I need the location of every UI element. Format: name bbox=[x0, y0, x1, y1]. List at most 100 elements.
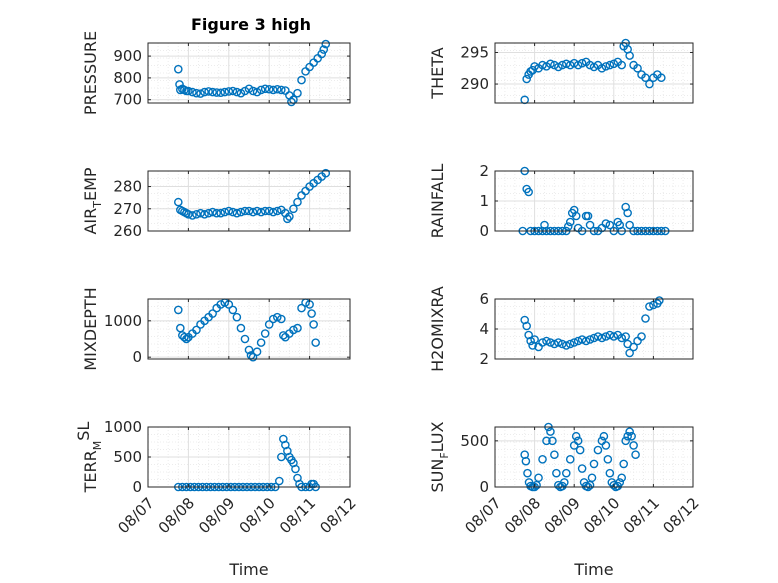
x-tick-label: 08/08 bbox=[501, 494, 544, 537]
data-point bbox=[565, 60, 575, 70]
data-point bbox=[521, 456, 531, 466]
data-point bbox=[232, 312, 242, 322]
data-point bbox=[623, 431, 632, 441]
figure-title: Figure 3 high bbox=[191, 15, 311, 34]
data-point bbox=[546, 338, 555, 347]
data-point bbox=[260, 329, 270, 338]
data-point bbox=[526, 336, 535, 346]
data-point bbox=[542, 436, 551, 446]
y-tick-label: 260 bbox=[113, 222, 142, 240]
x-tick-label: 08/09 bbox=[541, 494, 584, 537]
x-tick-label: 08/12 bbox=[659, 494, 702, 537]
data-point bbox=[277, 314, 286, 324]
data-point bbox=[577, 335, 587, 344]
data-point bbox=[232, 87, 242, 97]
data-point bbox=[244, 206, 254, 216]
x-tick-label: 08/07 bbox=[114, 494, 157, 537]
y-tick-label: 0 bbox=[132, 478, 142, 496]
y-tick-label: 0 bbox=[479, 222, 489, 240]
y-tick-label: 1000 bbox=[104, 418, 142, 436]
y-axis-label: H2OMIXRA bbox=[428, 286, 447, 372]
data-point bbox=[293, 88, 302, 98]
data-point bbox=[173, 197, 183, 207]
data-point bbox=[252, 206, 262, 216]
y-axis-label: SUNFLUX bbox=[428, 421, 451, 492]
data-point bbox=[287, 97, 296, 107]
y-tick-label: 1000 bbox=[104, 312, 142, 330]
data-point bbox=[252, 347, 262, 357]
data-point bbox=[240, 206, 250, 216]
data-point bbox=[627, 431, 636, 441]
data-point bbox=[565, 217, 575, 227]
data-point bbox=[184, 210, 193, 219]
data-point bbox=[550, 450, 559, 459]
x-tick-label: 08/10 bbox=[580, 494, 623, 537]
data-point bbox=[601, 62, 611, 71]
data-point bbox=[236, 207, 246, 217]
data-point bbox=[589, 333, 599, 343]
data-point bbox=[563, 222, 573, 231]
data-point bbox=[625, 427, 634, 436]
data-point bbox=[224, 87, 234, 96]
data-point bbox=[256, 207, 266, 217]
data-point bbox=[268, 85, 278, 95]
data-point bbox=[623, 208, 632, 218]
data-point bbox=[311, 338, 320, 347]
data-point bbox=[615, 478, 625, 487]
data-point bbox=[184, 86, 193, 96]
panel-air-temp: 260 270 280 AIRTEMP bbox=[81, 167, 351, 240]
data-point bbox=[554, 62, 563, 72]
data-point bbox=[248, 352, 258, 362]
data-point bbox=[645, 302, 654, 311]
data-point bbox=[289, 325, 298, 335]
data-point bbox=[633, 63, 642, 73]
data-point bbox=[565, 455, 575, 464]
x-tick-label: 08/09 bbox=[195, 494, 238, 537]
data-point bbox=[585, 220, 595, 230]
y-tick-label: 270 bbox=[113, 200, 142, 218]
data-point bbox=[196, 208, 205, 218]
data-point bbox=[583, 211, 593, 221]
panel-theta: 290 295 THETA bbox=[428, 38, 694, 105]
y-tick-label: 0 bbox=[132, 348, 142, 366]
data-point bbox=[192, 88, 201, 98]
data-point bbox=[550, 339, 559, 349]
data-point bbox=[192, 210, 201, 219]
data-point bbox=[534, 473, 543, 483]
data-point bbox=[538, 338, 547, 347]
data-point bbox=[228, 207, 238, 217]
data-point bbox=[609, 332, 619, 341]
data-point bbox=[173, 305, 183, 315]
axes-box bbox=[494, 42, 694, 104]
data-point bbox=[593, 445, 603, 455]
data-point bbox=[621, 436, 630, 446]
panel-rainfall: 0 1 2 RAINFALL bbox=[428, 162, 694, 240]
data-point bbox=[593, 332, 603, 341]
data-point bbox=[589, 62, 599, 72]
data-point bbox=[248, 86, 258, 96]
panel-h2omixra: 2 4 6 H2OMIXRA bbox=[428, 286, 694, 372]
data-point bbox=[523, 468, 532, 478]
axes-box bbox=[147, 170, 351, 232]
data-point bbox=[605, 468, 615, 478]
data-point bbox=[548, 436, 557, 446]
data-point bbox=[277, 85, 286, 95]
data-point bbox=[550, 60, 559, 70]
data-point bbox=[228, 305, 238, 315]
data-point bbox=[317, 49, 327, 59]
data-point bbox=[575, 445, 585, 455]
data-point bbox=[561, 59, 571, 69]
y-tick-label: 800 bbox=[113, 69, 142, 87]
y-tick-label: 900 bbox=[113, 47, 142, 65]
data-point bbox=[272, 312, 282, 322]
x-tick-label: 08/11 bbox=[620, 494, 663, 537]
data-point bbox=[293, 323, 302, 333]
data-point bbox=[558, 60, 567, 70]
data-point bbox=[272, 206, 282, 216]
data-point bbox=[220, 87, 230, 97]
data-point bbox=[208, 309, 217, 318]
y-tick-label: 280 bbox=[113, 178, 142, 196]
x-axis-label: Time bbox=[573, 560, 613, 579]
